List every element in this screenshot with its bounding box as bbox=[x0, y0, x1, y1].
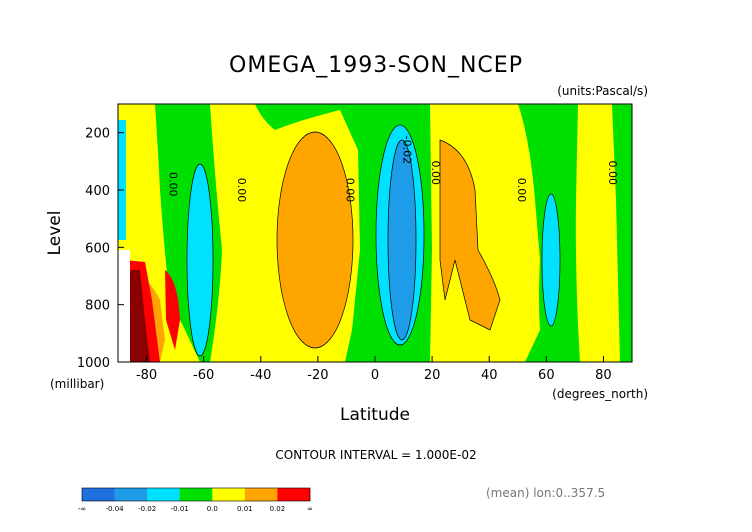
mean-note: (mean) lon:0..357.5 bbox=[486, 486, 605, 500]
x-axis-ticks: -80 -60 -40 -20 0 20 40 60 80 bbox=[136, 356, 612, 383]
band-darkred-antarctic bbox=[125, 270, 150, 362]
x-tick-label: 60 bbox=[538, 368, 555, 383]
y-tick-label: 1000 bbox=[77, 356, 110, 371]
contour-label: 0.00 bbox=[606, 161, 619, 186]
colorbar-tick-label: ∞ bbox=[307, 505, 313, 513]
colorbar-swatch bbox=[293, 488, 311, 501]
contour-labels: 0.00 0.00 0.00 -0.02 0.00 0.00 0.00 bbox=[166, 136, 619, 203]
y-tick-label: 200 bbox=[85, 127, 110, 142]
colorbar-swatch bbox=[130, 488, 148, 501]
colorbar-tick-label: 0.0 bbox=[207, 505, 218, 513]
band-cyan-north bbox=[541, 193, 561, 327]
band-cyan-south bbox=[186, 163, 214, 357]
colorbar-swatch bbox=[228, 488, 246, 501]
units-label: (units:Pascal/s) bbox=[557, 84, 648, 98]
contour-label: 0.00 bbox=[515, 178, 528, 203]
band-red-coast bbox=[165, 270, 180, 350]
colorbar-swatch bbox=[147, 488, 164, 501]
x-tick-label: -80 bbox=[136, 368, 157, 383]
colorbar-tick-label: 0.02 bbox=[270, 505, 286, 513]
colorbar-tick-label: -∞ bbox=[78, 505, 86, 513]
contour-label: 0.00 bbox=[343, 178, 356, 203]
x-tick-label: -60 bbox=[193, 368, 214, 383]
colorbar-swatch bbox=[277, 488, 295, 501]
colorbar-swatch bbox=[196, 488, 213, 501]
chart-title: OMEGA_1993-SON_NCEP bbox=[229, 53, 523, 78]
band-cyan-edge bbox=[118, 120, 126, 240]
x-axis-units: (degrees_north) bbox=[552, 387, 648, 401]
contour-label: 0.00 bbox=[429, 161, 442, 186]
x-tick-label: 40 bbox=[481, 368, 498, 383]
colorbar-ticks: -∞ -0.04 -0.02 -0.01 0.0 0.01 0.02 ∞ bbox=[78, 505, 313, 513]
colorbar-swatch bbox=[82, 488, 99, 501]
band-orange-north bbox=[439, 139, 501, 331]
y-axis-ticks: 200 400 600 800 1000 bbox=[77, 127, 124, 371]
colorbar-tick-label: 0.01 bbox=[237, 505, 253, 513]
x-tick-label: 80 bbox=[595, 368, 612, 383]
colorbar-swatch bbox=[261, 488, 278, 501]
y-tick-label: 600 bbox=[85, 241, 110, 256]
colorbar-swatch bbox=[163, 488, 181, 501]
band-yellow-north bbox=[575, 104, 620, 362]
x-tick-label: 0 bbox=[371, 368, 379, 383]
y-tick-label: 800 bbox=[85, 299, 110, 314]
y-axis-units: (millibar) bbox=[50, 377, 104, 391]
colorbar bbox=[81, 487, 311, 502]
x-axis-title: Latitude bbox=[340, 405, 410, 425]
y-tick-label: 400 bbox=[85, 184, 110, 199]
colorbar-swatch bbox=[212, 488, 229, 501]
colorbar-frame bbox=[81, 487, 311, 502]
colorbar-tick-label: -0.01 bbox=[171, 505, 189, 513]
contour-interval-label: CONTOUR INTERVAL = 1.000E-02 bbox=[275, 448, 476, 462]
colorbar-swatch bbox=[244, 488, 262, 501]
colorbar-tick-label: -0.02 bbox=[138, 505, 156, 513]
contour-label: 0.00 bbox=[235, 178, 248, 203]
colorbar-swatch bbox=[114, 488, 132, 501]
colorbar-swatch bbox=[98, 488, 115, 501]
plot-area bbox=[117, 103, 633, 363]
band-blue-equator bbox=[387, 139, 417, 341]
contour-label: 0.00 bbox=[166, 172, 179, 197]
y-axis-title: Level bbox=[45, 211, 65, 256]
colorbar-tick-label: -0.04 bbox=[106, 505, 125, 513]
contour-label: -0.02 bbox=[401, 136, 414, 164]
x-tick-label: -40 bbox=[250, 368, 271, 383]
x-tick-label: 20 bbox=[424, 368, 441, 383]
colorbar-swatch bbox=[179, 488, 197, 501]
masked-topography bbox=[118, 250, 130, 362]
band-orange-subtropic bbox=[276, 131, 354, 349]
x-tick-label: -20 bbox=[307, 368, 328, 383]
